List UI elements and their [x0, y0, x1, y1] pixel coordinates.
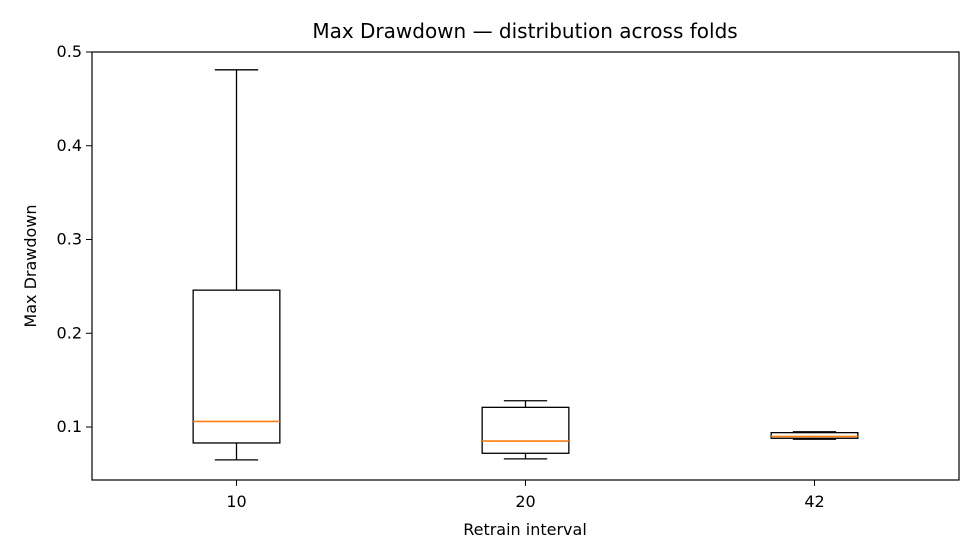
y-tick-label: 0.1: [57, 417, 82, 436]
chart-title: Max Drawdown — distribution across folds: [312, 19, 737, 43]
plot-frame: [91, 51, 960, 481]
y-tick-label: 0.5: [57, 42, 82, 61]
y-tick-label: 0.4: [57, 136, 82, 155]
x-tick-label: 10: [226, 492, 246, 511]
x-tick-label: 42: [804, 492, 824, 511]
box-iqr: [770, 432, 859, 439]
y-tick-label: 0.3: [57, 230, 82, 249]
y-tick-label: 0.2: [57, 323, 82, 342]
box-iqr: [192, 289, 281, 444]
x-tick-label: 20: [515, 492, 535, 511]
x-axis-label: Retrain interval: [463, 520, 587, 539]
plot-area: 0.1 0.2 0.3 0.4 0.5 10 20 42: [57, 42, 859, 511]
box-iqr: [481, 406, 570, 454]
y-axis-label: Max Drawdown: [21, 204, 40, 327]
